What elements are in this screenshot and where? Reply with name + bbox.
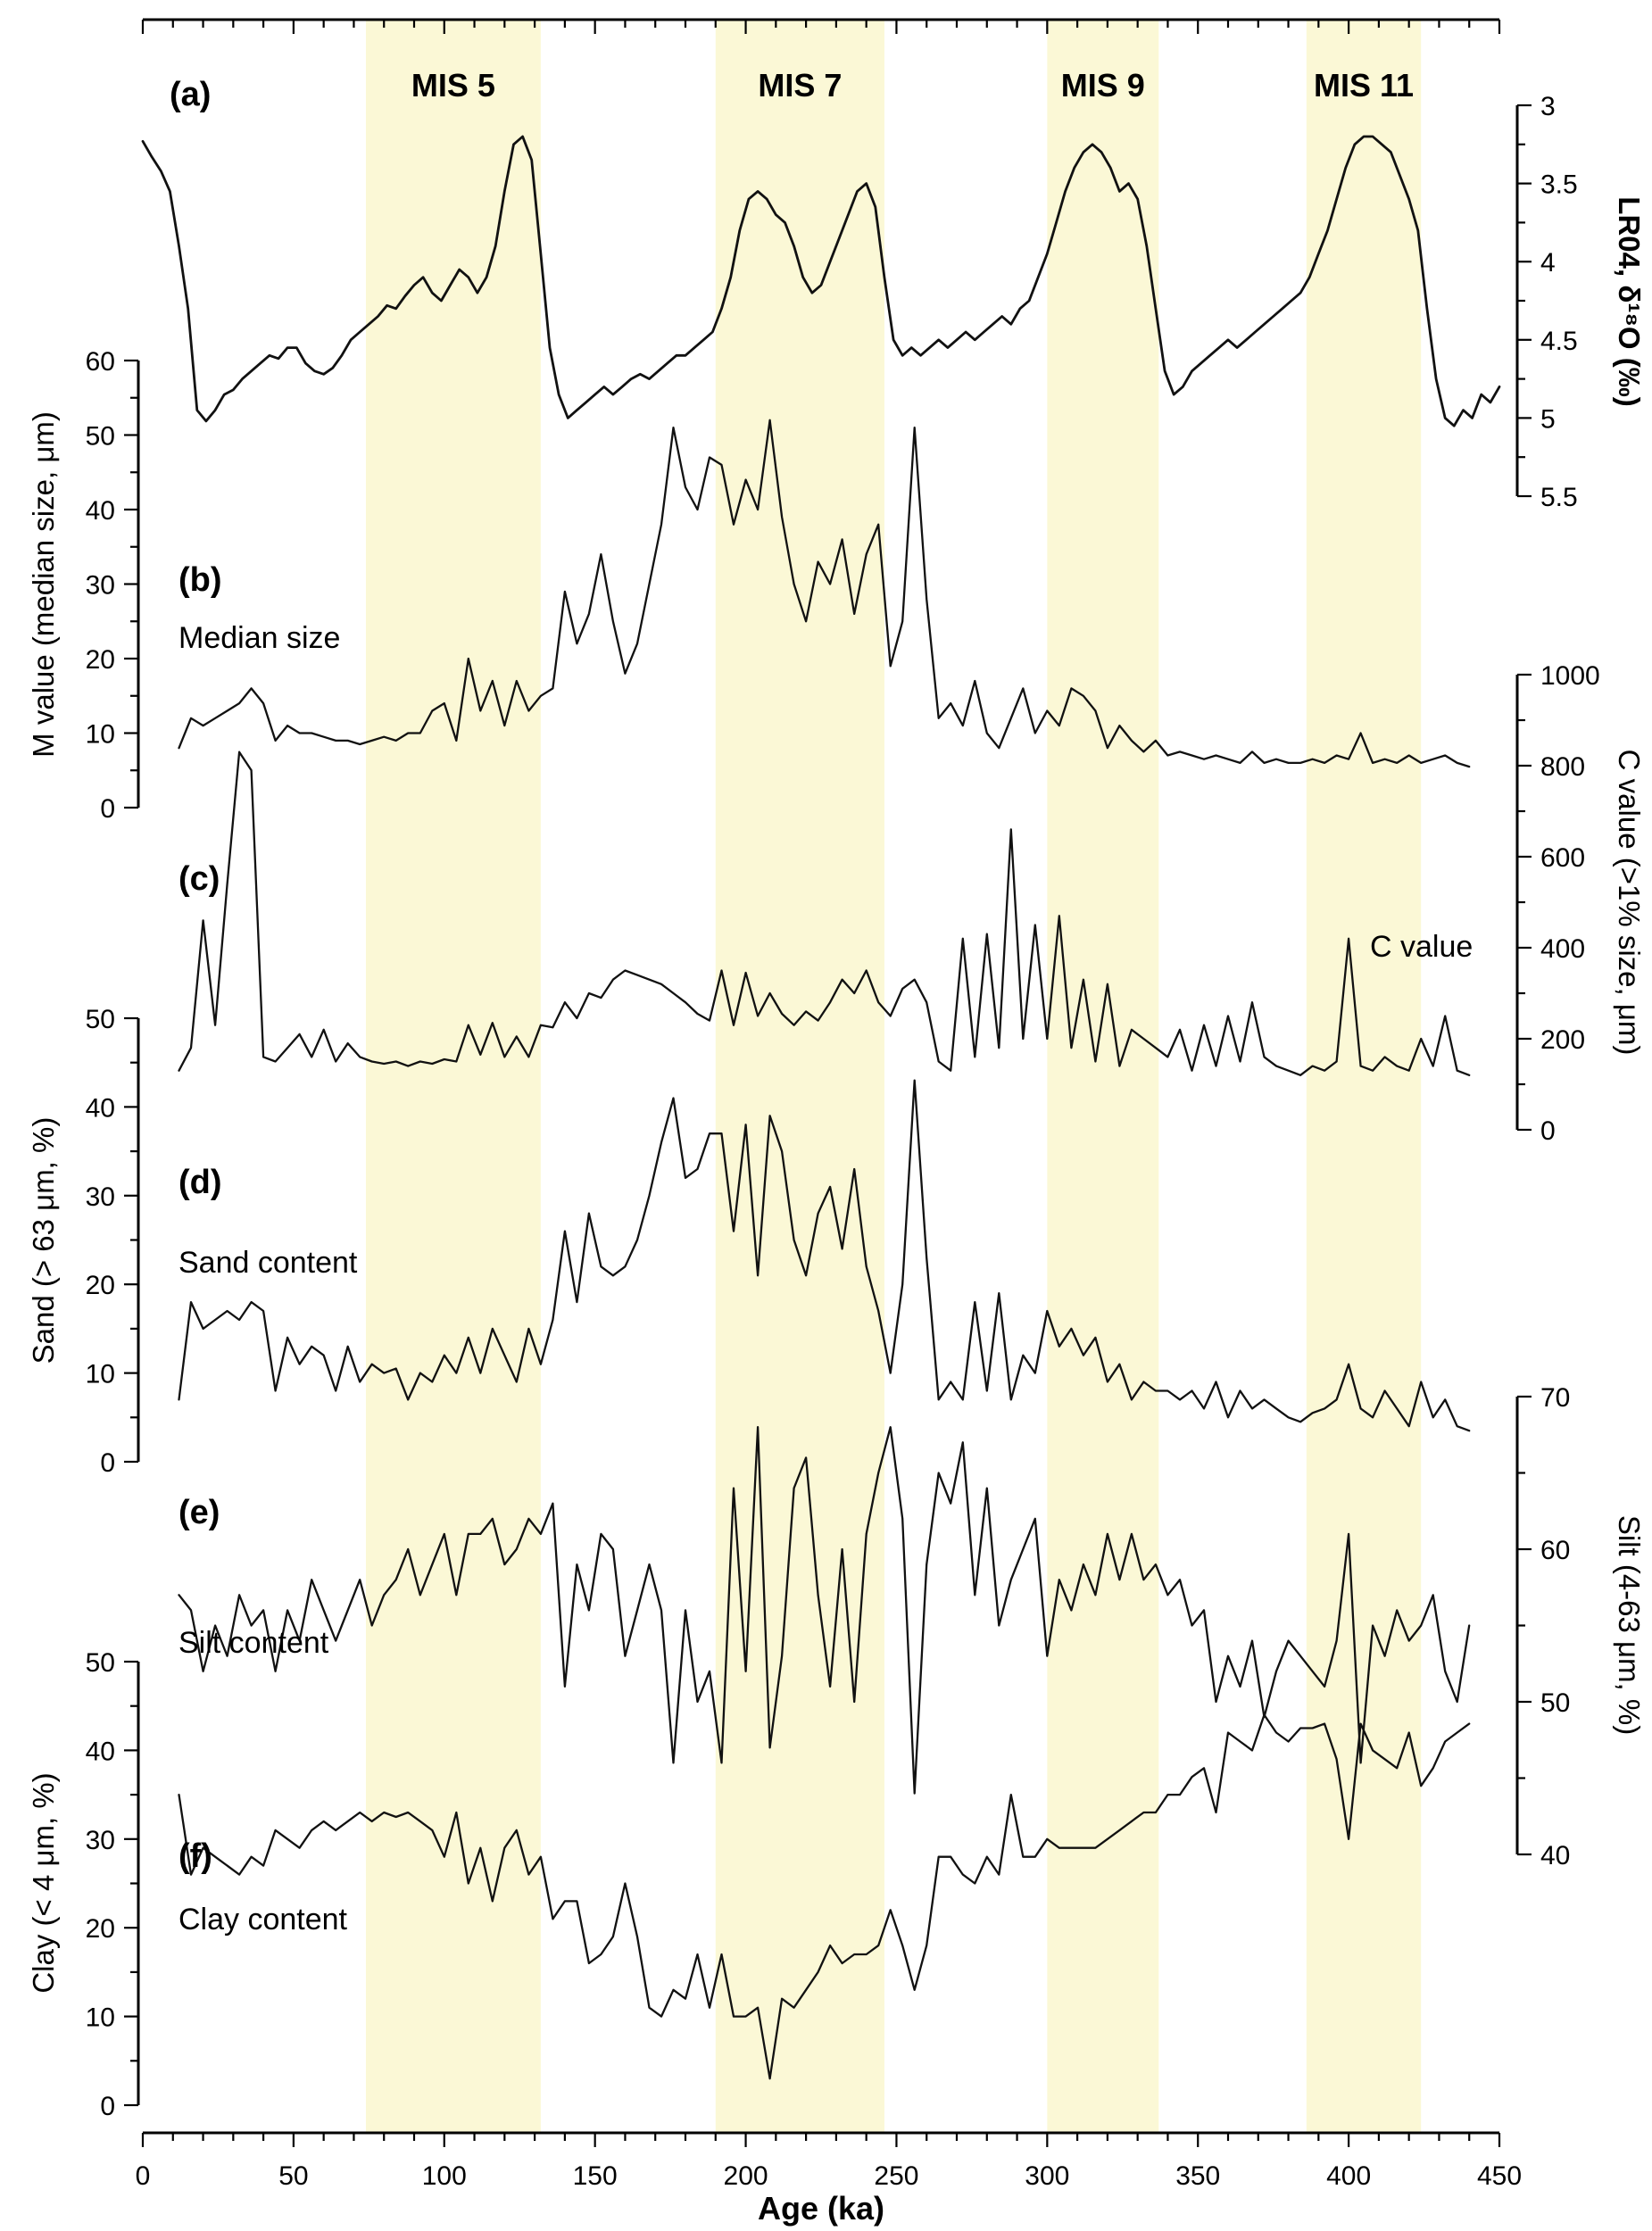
panel-a-tick-label: 5 bbox=[1540, 404, 1556, 434]
panel-f-letter: (f) bbox=[178, 1837, 212, 1875]
panel-c-tick-label: 800 bbox=[1540, 752, 1585, 782]
axis-title-lr04: LR04, δ¹⁸O (‰) bbox=[1613, 196, 1646, 406]
labels-layer: (a) (b) Median size (c) C value (d) Sand… bbox=[27, 76, 1646, 2227]
panel-c-tick-label: 1000 bbox=[1540, 661, 1600, 691]
mis-band-label: MIS 7 bbox=[758, 67, 842, 104]
axis-title-median: M value (median size, μm) bbox=[27, 411, 60, 758]
x-tick-label: 350 bbox=[1175, 2161, 1220, 2191]
axis-title-silt: Silt (4-63 μm, %) bbox=[1613, 1515, 1646, 1735]
x-tick-label: 0 bbox=[136, 2161, 151, 2191]
panel-f-series-label: Clay content bbox=[178, 1903, 348, 1937]
curve-a bbox=[141, 135, 1501, 427]
panel-b-tick-label: 40 bbox=[86, 496, 115, 526]
panel-d-tick-label: 50 bbox=[86, 1005, 115, 1034]
panel-c-series-label: C value bbox=[1370, 930, 1473, 964]
panel-d-tick-label: 40 bbox=[86, 1093, 115, 1123]
panel-e-tick-label: 70 bbox=[1540, 1383, 1570, 1413]
panel-a-letter: (a) bbox=[170, 76, 211, 113]
panel-d-series-label: Sand content bbox=[178, 1246, 358, 1280]
x-tick-label: 150 bbox=[573, 2161, 618, 2191]
mis-band bbox=[365, 20, 541, 2133]
curves-layer bbox=[141, 135, 1501, 2080]
panel-a-tick-label: 3 bbox=[1540, 92, 1556, 121]
panel-a-tick-label: 3.5 bbox=[1540, 170, 1578, 200]
panel-c-tick-label: 200 bbox=[1540, 1025, 1585, 1055]
panel-b-tick-label: 10 bbox=[86, 720, 115, 750]
panel-f-tick-label: 0 bbox=[100, 2092, 115, 2121]
panel-c-tick-label: 0 bbox=[1540, 1116, 1556, 1146]
panel-a-tick-label: 5.5 bbox=[1540, 483, 1578, 512]
mis-band-label: MIS 9 bbox=[1061, 67, 1145, 104]
panel-b-tick-label: 0 bbox=[100, 794, 115, 824]
curve-b bbox=[178, 419, 1471, 768]
curve-d bbox=[178, 1079, 1471, 1432]
x-tick-label: 200 bbox=[724, 2161, 768, 2191]
x-tick-label: 250 bbox=[874, 2161, 918, 2191]
x-tick-label: 50 bbox=[278, 2161, 308, 2191]
curve-f bbox=[178, 1713, 1471, 2080]
mis-band bbox=[1306, 20, 1422, 2133]
mis-bands-layer: MIS 5 MIS 7 MIS 9 MIS 11 bbox=[365, 20, 1422, 2133]
panel-c-letter: (c) bbox=[178, 860, 220, 898]
panel-a-tick-label: 4 bbox=[1540, 248, 1556, 278]
panel-e-tick-label: 50 bbox=[1540, 1688, 1570, 1718]
panel-e-letter: (e) bbox=[178, 1494, 220, 1531]
panel-e-tick-label: 40 bbox=[1540, 1841, 1570, 1870]
x-axis-title: Age (ka) bbox=[758, 2190, 884, 2227]
curve-c bbox=[178, 751, 1471, 1076]
panel-c-tick-label: 600 bbox=[1540, 843, 1585, 873]
x-tick-label: 300 bbox=[1025, 2161, 1069, 2191]
panel-d-tick-label: 30 bbox=[86, 1182, 115, 1212]
panel-b-series-label: Median size bbox=[178, 621, 340, 655]
x-tick-label: 400 bbox=[1326, 2161, 1371, 2191]
axis-title-cvalue: C value (>1% size, μm) bbox=[1613, 750, 1646, 1056]
panel-d-tick-label: 10 bbox=[86, 1360, 115, 1389]
panel-f-tick-label: 30 bbox=[86, 1826, 115, 1855]
x-tick-label: 100 bbox=[422, 2161, 467, 2191]
panel-b-tick-label: 50 bbox=[86, 422, 115, 452]
panel-d-tick-label: 20 bbox=[86, 1271, 115, 1300]
axes-layer: 0 50 100 150 200 250 300 350 400 45033.544.555.50… bbox=[86, 18, 1600, 2191]
curve-e bbox=[178, 1426, 1471, 1795]
panel-a-tick-label: 4.5 bbox=[1540, 327, 1578, 356]
panel-f-tick-label: 50 bbox=[86, 1648, 115, 1678]
axis-title-sand: Sand (> 63 μm, %) bbox=[27, 1117, 60, 1364]
panel-b-tick-label: 20 bbox=[86, 645, 115, 675]
panel-d-letter: (d) bbox=[178, 1164, 222, 1201]
mis-band-label: MIS 11 bbox=[1314, 67, 1414, 104]
mis-band-label: MIS 5 bbox=[411, 67, 495, 104]
panel-d-tick-label: 0 bbox=[100, 1448, 115, 1478]
panel-b-tick-label: 60 bbox=[86, 347, 115, 377]
mis-band bbox=[1047, 20, 1159, 2133]
panel-e-tick-label: 60 bbox=[1540, 1536, 1570, 1565]
panel-b-letter: (b) bbox=[178, 561, 222, 599]
x-tick-label: 450 bbox=[1477, 2161, 1522, 2191]
panel-f-tick-label: 40 bbox=[86, 1737, 115, 1766]
mis-band bbox=[715, 20, 884, 2133]
panel-f-tick-label: 10 bbox=[86, 2003, 115, 2033]
panel-b-tick-label: 30 bbox=[86, 571, 115, 601]
panel-e-series-label: Silt content bbox=[178, 1626, 329, 1660]
axis-title-clay: Clay (< 4 μm, %) bbox=[27, 1772, 60, 1993]
panel-c-tick-label: 400 bbox=[1540, 934, 1585, 964]
panel-f-tick-label: 20 bbox=[86, 1914, 115, 1944]
